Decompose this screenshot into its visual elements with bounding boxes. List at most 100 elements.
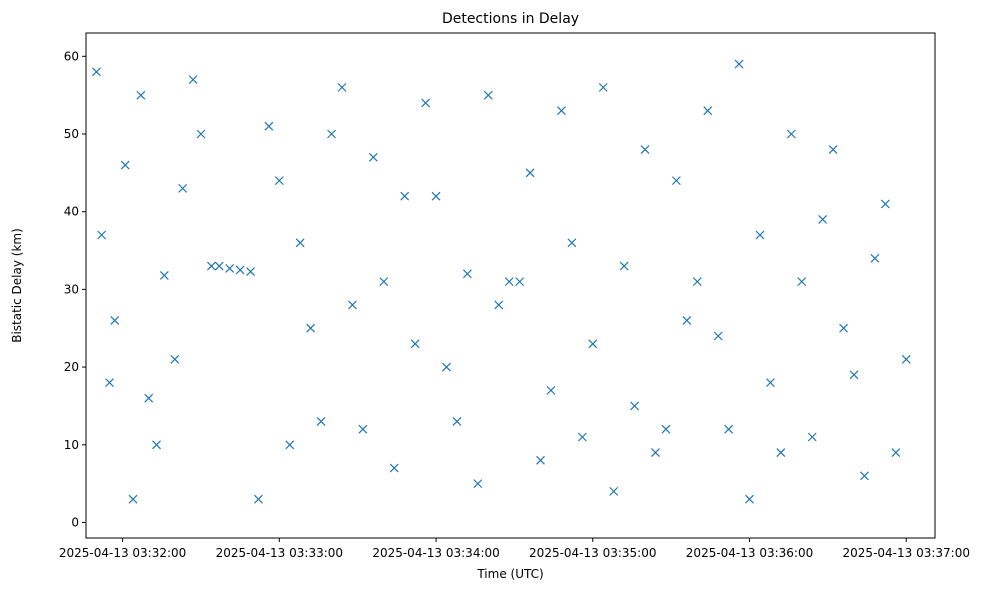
x-axis: 2025-04-13 03:32:00 2025-04-13 03:33:00 20…: [59, 538, 970, 560]
data-point: [682, 316, 692, 325]
x-tick-label: 2025-04-13 03:33:00: [216, 546, 343, 560]
data-point: [504, 277, 514, 287]
data-point: [196, 129, 206, 139]
y-axis-label: Bistatic Delay (km): [10, 228, 24, 343]
data-point: [110, 316, 120, 325]
y-tick-label: 50: [64, 127, 79, 141]
data-point: [462, 269, 472, 279]
data-point: [97, 230, 107, 240]
data-point: [170, 354, 180, 364]
plot-frame: [85, 32, 936, 539]
data-point: [880, 199, 890, 209]
data-point: [713, 331, 723, 341]
data-point: [860, 471, 869, 481]
data-point: [891, 448, 901, 457]
x-tick-label: 2025-04-13 03:34:00: [372, 546, 499, 560]
data-point: [264, 121, 274, 131]
data-point: [188, 75, 198, 85]
x-tick-label: 2025-04-13 03:37:00: [843, 546, 970, 560]
data-point: [609, 486, 619, 496]
y-tick-label: 10: [64, 438, 79, 452]
x-axis-label: Time (UTC): [476, 567, 543, 581]
data-point: [214, 261, 224, 271]
data-point: [206, 261, 216, 271]
data-point: [870, 253, 880, 263]
data-point: [797, 277, 807, 287]
x-tick-label: 2025-04-13 03:36:00: [686, 546, 813, 560]
y-tick-label: 20: [64, 360, 79, 374]
y-tick-label: 40: [64, 205, 79, 219]
data-point: [567, 238, 577, 248]
data-point: [692, 277, 702, 287]
data-point: [235, 265, 245, 275]
data-point: [661, 424, 671, 434]
data-point: [651, 448, 660, 457]
data-point: [120, 160, 130, 170]
data-point: [630, 401, 640, 411]
data-point: [442, 362, 451, 372]
data-point: [274, 176, 284, 186]
x-tick-label: 2025-04-13 03:35:00: [529, 546, 656, 560]
data-point: [557, 106, 566, 116]
y-tick-label: 30: [64, 282, 79, 296]
data-point: [473, 479, 483, 489]
data-point: [483, 90, 493, 100]
data-point: [285, 440, 295, 450]
data-point: [136, 90, 146, 100]
data-point: [546, 385, 556, 395]
data-point: [818, 215, 828, 224]
data-point: [901, 354, 911, 364]
y-tick-label: 0: [71, 515, 79, 529]
data-point: [92, 67, 101, 77]
data-point: [368, 152, 378, 162]
data-point: [178, 183, 188, 193]
data-point: [128, 494, 138, 504]
data-point: [807, 432, 817, 442]
data-point: [703, 106, 713, 116]
y-axis: 0 10 20 30 40 50 60: [64, 49, 86, 529]
data-point: [327, 129, 336, 139]
data-point: [295, 238, 305, 248]
data-point: [598, 82, 608, 92]
data-point: [671, 176, 681, 186]
data-point: [421, 98, 431, 108]
data-point: [389, 463, 399, 473]
data-point: [577, 432, 587, 442]
data-point: [640, 145, 650, 154]
data-point: [525, 168, 535, 178]
data-point: [839, 323, 848, 333]
data-point: [337, 82, 347, 92]
data-point: [786, 129, 796, 139]
data-point: [246, 267, 255, 276]
data-point: [494, 300, 504, 310]
data-point: [152, 440, 161, 450]
data-point: [159, 270, 169, 280]
data-point: [431, 191, 441, 201]
data-point: [253, 494, 263, 504]
chart-title: Detections in Delay: [442, 11, 579, 27]
data-point: [306, 323, 316, 333]
data-point: [536, 455, 545, 465]
data-point: [105, 378, 114, 388]
data-point: [766, 378, 775, 388]
data-point: [776, 448, 786, 457]
data-point: [745, 494, 754, 504]
data-point: [452, 417, 462, 426]
data-point: [588, 339, 598, 349]
data-point: [734, 59, 744, 69]
data-point: [515, 277, 525, 287]
data-point: [849, 370, 859, 380]
data-point: [755, 230, 765, 240]
data-point: [828, 145, 838, 154]
data-point: [316, 417, 326, 426]
y-tick-label: 60: [64, 49, 79, 63]
data-point: [724, 424, 734, 434]
data-points: [92, 59, 911, 504]
data-point: [144, 393, 154, 403]
data-point: [225, 263, 235, 273]
data-point: [379, 277, 389, 287]
data-point: [619, 261, 629, 271]
x-tick-label: 2025-04-13 03:32:00: [59, 546, 186, 560]
data-point: [400, 191, 410, 201]
